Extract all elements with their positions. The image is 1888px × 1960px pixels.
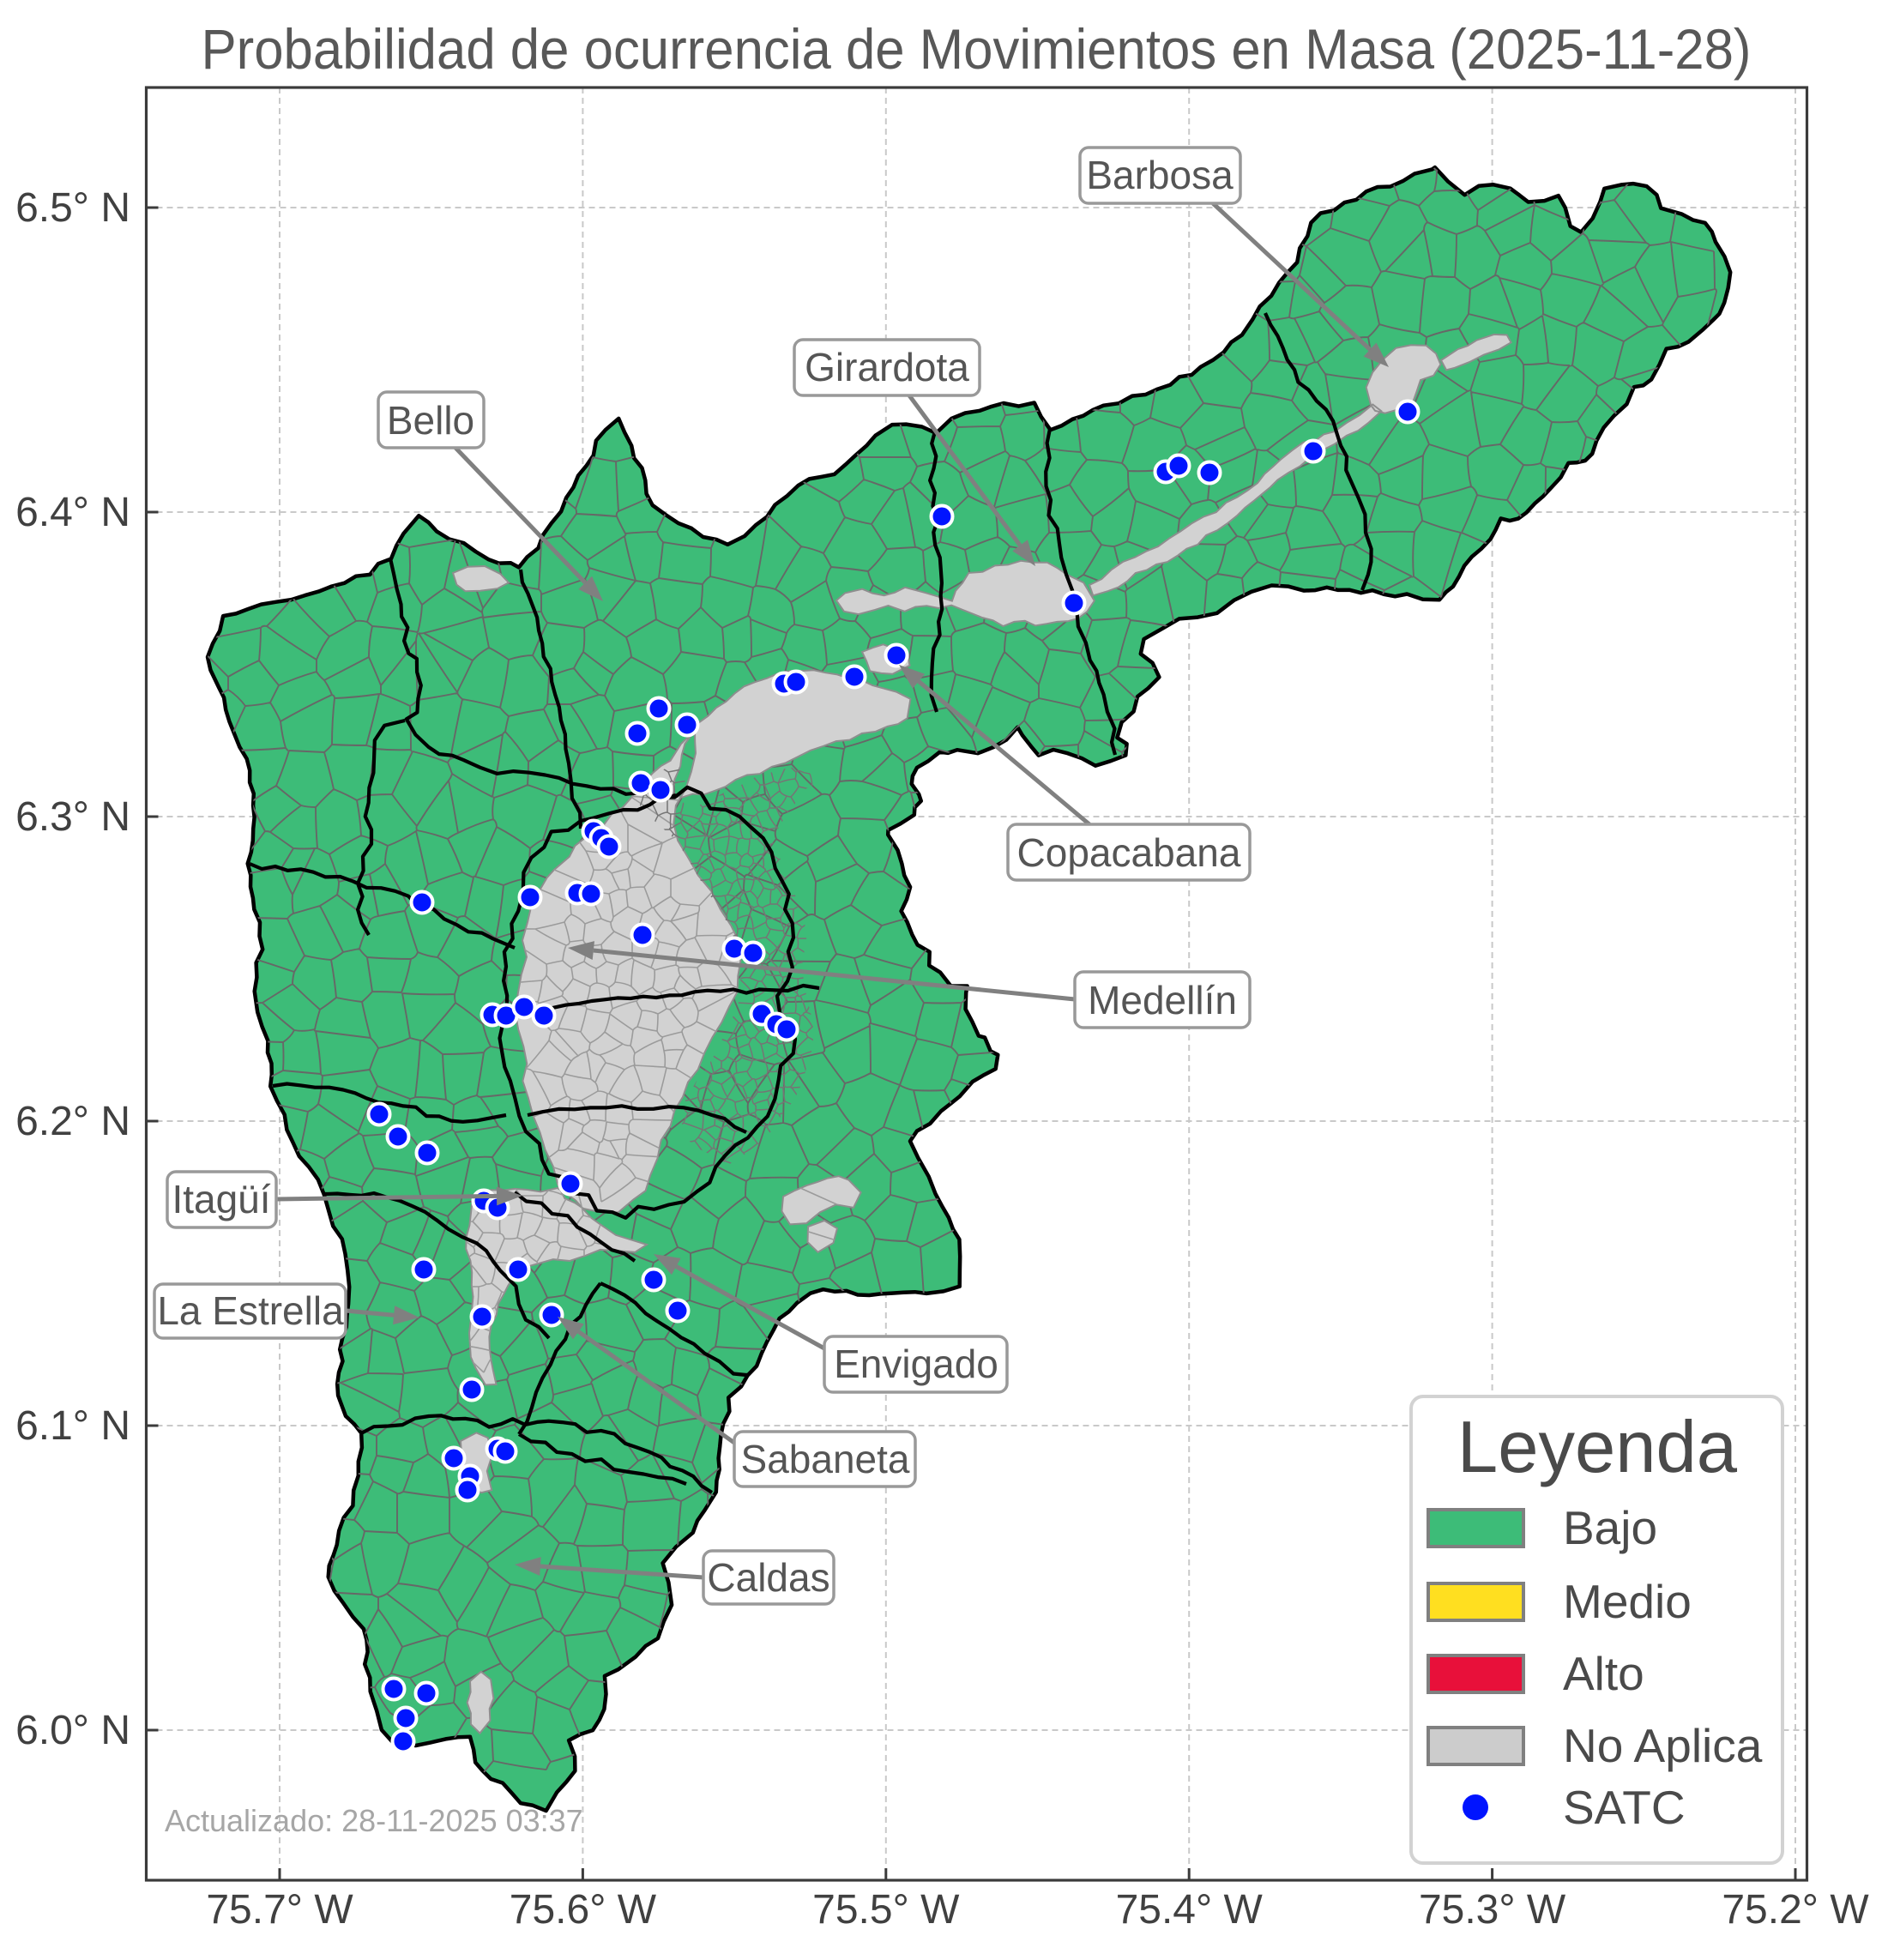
svg-text:6.1° N: 6.1° N	[15, 1403, 130, 1449]
svg-text:75.2° W: 75.2° W	[1722, 1887, 1869, 1933]
svg-text:Envigado: Envigado	[834, 1342, 998, 1386]
svg-text:No Aplica: No Aplica	[1563, 1719, 1763, 1772]
svg-text:75.3° W: 75.3° W	[1419, 1887, 1566, 1933]
svg-text:Bello: Bello	[387, 398, 474, 443]
svg-text:La Estrella: La Estrella	[157, 1288, 344, 1333]
svg-text:6.4° N: 6.4° N	[15, 490, 130, 535]
svg-text:Bajo: Bajo	[1563, 1501, 1657, 1554]
svg-text:75.7° W: 75.7° W	[206, 1887, 353, 1933]
svg-text:Probabilidad de ocurrencia de: Probabilidad de ocurrencia de Movimiento…	[202, 17, 1752, 81]
svg-text:6.0° N: 6.0° N	[15, 1708, 130, 1753]
svg-text:Girardota: Girardota	[805, 345, 969, 389]
svg-text:Caldas: Caldas	[707, 1555, 829, 1600]
svg-text:6.2° N: 6.2° N	[15, 1099, 130, 1144]
svg-text:Actualizado: 28-11-2025 03:37: Actualizado: 28-11-2025 03:37	[165, 1803, 583, 1838]
svg-text:6.5° N: 6.5° N	[15, 185, 130, 231]
svg-text:Leyenda: Leyenda	[1457, 1407, 1738, 1488]
svg-text:SATC: SATC	[1563, 1781, 1686, 1834]
svg-text:Copacabana: Copacabana	[1017, 830, 1241, 875]
svg-text:Barbosa: Barbosa	[1086, 153, 1234, 197]
svg-text:Medio: Medio	[1563, 1575, 1692, 1628]
svg-text:Itagüí: Itagüí	[172, 1177, 270, 1221]
svg-text:75.5° W: 75.5° W	[812, 1887, 960, 1933]
svg-text:6.3° N: 6.3° N	[15, 794, 130, 840]
svg-text:Alto: Alto	[1563, 1647, 1644, 1700]
svg-text:75.4° W: 75.4° W	[1116, 1887, 1264, 1933]
svg-text:75.6° W: 75.6° W	[510, 1887, 657, 1933]
svg-text:Sabaneta: Sabaneta	[741, 1437, 910, 1481]
svg-text:Medellín: Medellín	[1088, 978, 1237, 1022]
